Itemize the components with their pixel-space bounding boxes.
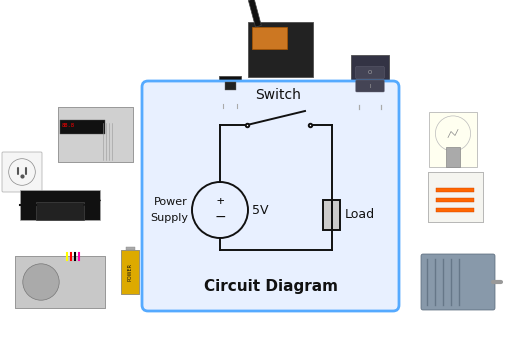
Bar	[58, 107, 133, 161]
FancyBboxPatch shape	[423, 256, 493, 308]
FancyBboxPatch shape	[356, 66, 384, 78]
Circle shape	[23, 264, 59, 300]
Bar	[248, 0, 261, 27]
Bar	[121, 250, 139, 294]
Text: Circuit Diagram: Circuit Diagram	[203, 279, 337, 294]
Bar	[126, 247, 135, 250]
Bar	[60, 120, 105, 134]
FancyBboxPatch shape	[421, 254, 495, 310]
Bar	[251, 27, 287, 49]
Bar	[248, 21, 313, 76]
Text: O: O	[368, 70, 372, 75]
Text: 5V: 5V	[252, 204, 269, 216]
Bar	[428, 172, 483, 222]
Text: Load: Load	[345, 208, 375, 222]
Bar	[15, 256, 105, 308]
FancyBboxPatch shape	[2, 152, 42, 192]
FancyBboxPatch shape	[219, 76, 241, 104]
Bar	[446, 147, 459, 166]
FancyBboxPatch shape	[429, 111, 477, 166]
FancyBboxPatch shape	[351, 55, 389, 105]
FancyBboxPatch shape	[3, 153, 41, 191]
Bar	[224, 82, 235, 90]
Text: −: −	[214, 210, 226, 224]
Text: Supply: Supply	[150, 213, 188, 223]
Text: +: +	[216, 194, 224, 207]
Circle shape	[436, 116, 470, 151]
Bar	[219, 76, 241, 104]
FancyBboxPatch shape	[58, 107, 133, 161]
FancyBboxPatch shape	[15, 256, 105, 308]
Bar	[323, 200, 340, 230]
FancyBboxPatch shape	[142, 81, 399, 311]
Bar	[436, 197, 474, 202]
Text: Power: Power	[154, 197, 188, 207]
FancyBboxPatch shape	[356, 80, 384, 92]
Text: Switch: Switch	[256, 88, 301, 102]
Text: I: I	[369, 84, 371, 88]
FancyBboxPatch shape	[248, 21, 313, 76]
FancyBboxPatch shape	[428, 172, 483, 222]
FancyBboxPatch shape	[20, 190, 100, 220]
Bar	[436, 187, 474, 192]
Text: POWER: POWER	[127, 263, 133, 281]
Bar	[36, 202, 84, 220]
Bar	[351, 55, 389, 105]
Text: 88.8: 88.8	[61, 123, 74, 128]
Bar	[436, 207, 474, 212]
FancyBboxPatch shape	[121, 250, 139, 294]
